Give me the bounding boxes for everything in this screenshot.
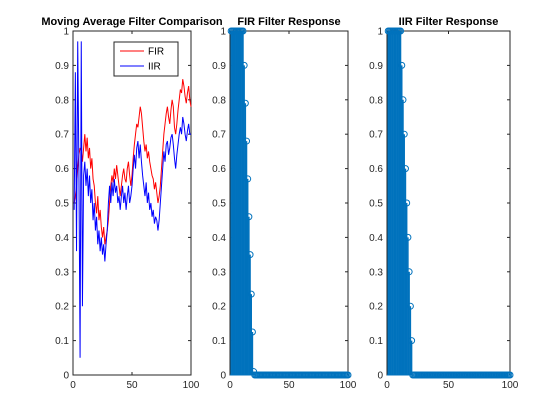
y-tick-label: 0.5	[55, 199, 69, 210]
x-tick-label: 100	[502, 380, 519, 391]
x-tick-label: 50	[443, 380, 455, 391]
chart-title: IIR Filter Response	[399, 16, 499, 28]
stem-marker	[245, 213, 253, 221]
legend-label-iir: IIR	[148, 62, 161, 73]
y-tick-label: 0.9	[212, 61, 226, 72]
y-tick-label: 0.3	[212, 267, 226, 278]
axes-2: FIR Filter Response 0 0.1 0.2 0.3 0.4 0.5 0.6 0.…	[212, 16, 357, 391]
x-tick-label: 100	[183, 380, 200, 391]
y-tick-label: 0	[63, 371, 69, 382]
stem-marker	[403, 199, 411, 207]
y-tick-label: 0.1	[212, 336, 226, 347]
y-tick-label: 0	[377, 371, 383, 382]
legend: FIR IIR	[113, 41, 179, 77]
y-tick-label: 0.6	[212, 164, 226, 175]
chart-title: FIR Filter Response	[237, 16, 340, 28]
x-tick-label: 100	[340, 380, 357, 391]
stem-marker	[248, 328, 256, 336]
y-tick-label: 1	[377, 27, 383, 38]
stem-marker	[243, 137, 251, 145]
axes-1: Moving Average Filter Comparison 0 0.1 0.2 0…	[41, 16, 223, 391]
y-tick-label: 0.2	[55, 302, 69, 313]
stem-marker	[240, 61, 248, 69]
y-tick-label: 0.4	[55, 233, 69, 244]
y-tick-label: 0.2	[212, 302, 226, 313]
y-tick-label: 0.7	[55, 130, 69, 141]
y-tick-label: 0.3	[369, 267, 383, 278]
stem-marker	[400, 130, 408, 138]
stem-marker	[398, 61, 406, 69]
axes-3: IIR Filter Response 0 0.1 0.2 0.3 0.4 0.5 0.6 0.…	[369, 16, 519, 391]
stem-marker	[239, 27, 247, 35]
series-line-iir	[73, 41, 191, 358]
y-tick-label: 0.7	[212, 130, 226, 141]
stem-marker	[244, 175, 252, 183]
stem-marker	[408, 337, 416, 345]
legend-label-fir: FIR	[148, 47, 164, 58]
y-tick-label: 1	[63, 27, 69, 38]
y-tick-label: 0.7	[369, 130, 383, 141]
y-tick-label: 0.8	[369, 95, 383, 106]
y-tick-label: 0.5	[369, 199, 383, 210]
stem-marker	[247, 290, 255, 298]
y-tick-label: 0.9	[369, 61, 383, 72]
y-tick-label: 0.2	[369, 302, 383, 313]
stem-marker	[405, 268, 413, 276]
stem-marker	[246, 251, 254, 259]
x-tick-label: 50	[126, 380, 138, 391]
x-tick-label: 0	[70, 380, 76, 391]
stem-marker	[397, 27, 405, 35]
y-tick-label: 0.8	[212, 95, 226, 106]
y-tick-label: 0	[220, 371, 226, 382]
y-tick-label: 0.4	[369, 233, 383, 244]
x-tick-label: 0	[384, 380, 390, 391]
y-tick-label: 0.1	[55, 336, 69, 347]
y-tick-label: 0.3	[55, 267, 69, 278]
chart-title: Moving Average Filter Comparison	[41, 16, 223, 28]
y-tick-label: 0.6	[369, 164, 383, 175]
y-tick-label: 0.1	[369, 336, 383, 347]
stem-marker	[404, 233, 412, 241]
legend-box	[113, 41, 179, 77]
y-tick-label: 0.6	[55, 164, 69, 175]
x-tick-label: 50	[283, 380, 295, 391]
x-tick-label: 0	[227, 380, 233, 391]
y-tick-label: 0.8	[55, 95, 69, 106]
stem-marker	[401, 165, 409, 173]
series-line-fir	[73, 79, 192, 245]
y-tick-label: 0.9	[55, 61, 69, 72]
y-tick-label: 1	[220, 27, 226, 38]
y-tick-label: 0.4	[212, 233, 226, 244]
stem-marker	[399, 96, 407, 104]
stem-marker	[241, 99, 249, 107]
y-tick-label: 0.5	[212, 199, 226, 210]
stem-marker	[406, 302, 414, 310]
